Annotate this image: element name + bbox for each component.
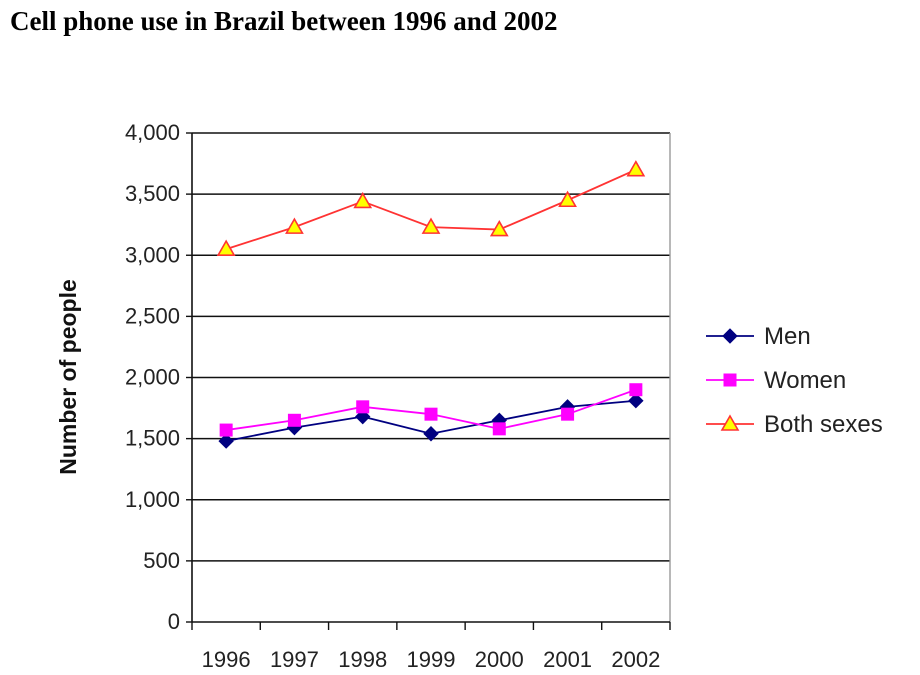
y-axis-title: Number of people <box>55 279 81 475</box>
chart-title: Cell phone use in Brazil between 1996 an… <box>10 6 558 36</box>
y-tick-label: 500 <box>143 548 180 573</box>
y-tick-label: 0 <box>168 609 180 634</box>
y-tick-label: 1,500 <box>125 426 180 451</box>
data-point-women <box>219 423 233 437</box>
y-tick-label: 2,500 <box>125 303 180 328</box>
data-point-women <box>424 407 438 421</box>
legend-label-women: Women <box>764 367 846 394</box>
x-tick-label: 2001 <box>543 647 592 672</box>
series-lines <box>225 168 637 442</box>
legend-label-both-sexes: Both sexes <box>764 411 883 438</box>
legend-marker-women <box>723 373 737 387</box>
data-point-both-sexes <box>285 217 304 234</box>
data-point-both-sexes <box>353 191 373 209</box>
data-point-men <box>218 433 234 449</box>
data-point-women <box>561 407 575 421</box>
data-point-both-sexes <box>626 160 646 177</box>
data-point-women <box>629 383 643 397</box>
legend-marker-both-sexes <box>720 414 740 431</box>
data-point-men <box>628 393 644 409</box>
y-tick-label: 3,500 <box>125 181 180 206</box>
data-point-women <box>492 422 506 436</box>
y-tick-label: 4,000 <box>125 120 180 145</box>
data-point-both-sexes <box>558 190 577 208</box>
x-tick-label: 1998 <box>338 647 387 672</box>
legend: Men Women Both sexes <box>706 323 883 438</box>
y-tick-label: 3,000 <box>125 242 180 267</box>
series-line-both-sexes <box>225 168 637 250</box>
legend-label-men: Men <box>764 323 811 350</box>
data-point-both-sexes <box>421 217 441 234</box>
axes <box>186 132 671 630</box>
x-tick-label: 1996 <box>202 647 251 672</box>
legend-marker-men <box>722 328 738 344</box>
data-point-both-sexes <box>216 239 236 256</box>
data-point-men <box>423 426 439 442</box>
y-tick-label: 1,000 <box>125 487 180 512</box>
data-point-women <box>356 400 370 414</box>
data-point-women <box>287 413 301 427</box>
x-tick-labels: 1996 1997 1998 1999 2000 2001 2002 <box>202 647 661 672</box>
x-tick-label: 2002 <box>611 647 660 672</box>
series-markers <box>216 160 646 449</box>
x-tick-label: 1997 <box>270 647 319 672</box>
x-tick-label: 1999 <box>407 647 456 672</box>
gridlines <box>192 132 670 562</box>
data-point-both-sexes <box>489 219 509 237</box>
y-tick-label: 2,000 <box>125 365 180 390</box>
y-tick-labels: 0 500 1,000 1,500 2,000 2,500 3,000 3,500 4,000 <box>125 120 180 634</box>
x-tick-label: 2000 <box>475 647 524 672</box>
